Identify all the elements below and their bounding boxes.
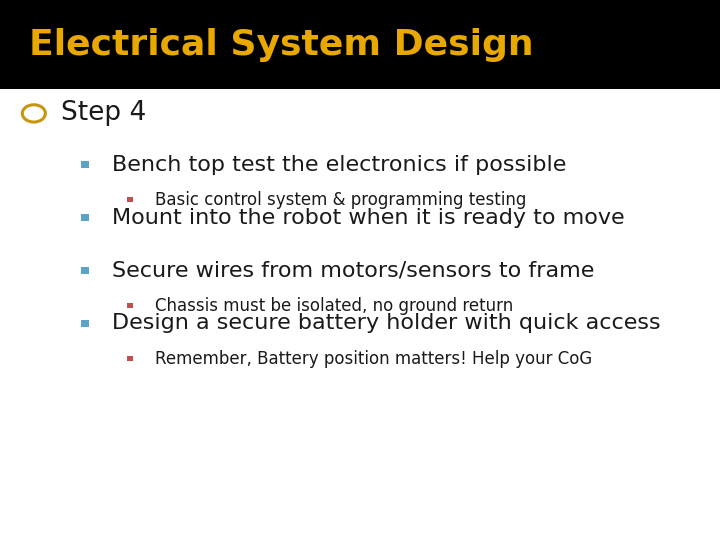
FancyBboxPatch shape [81,214,89,221]
Text: Step 4: Step 4 [61,100,146,126]
Text: Basic control system & programming testing: Basic control system & programming testi… [155,191,526,209]
Text: Remember, Battery position matters! Help your CoG: Remember, Battery position matters! Help… [155,349,592,368]
FancyBboxPatch shape [127,197,133,202]
Text: Design a secure battery holder with quick access: Design a secure battery holder with quic… [112,313,660,334]
FancyBboxPatch shape [0,0,720,89]
Text: Secure wires from motors/sensors to frame: Secure wires from motors/sensors to fram… [112,260,594,281]
FancyBboxPatch shape [81,320,89,327]
FancyBboxPatch shape [127,356,133,361]
Text: Mount into the robot when it is ready to move: Mount into the robot when it is ready to… [112,207,624,228]
FancyBboxPatch shape [81,161,89,168]
Text: Bench top test the electronics if possible: Bench top test the electronics if possib… [112,154,566,175]
Text: Chassis must be isolated, no ground return: Chassis must be isolated, no ground retu… [155,296,513,315]
FancyBboxPatch shape [127,303,133,308]
FancyBboxPatch shape [81,267,89,274]
Text: Electrical System Design: Electrical System Design [29,28,534,62]
